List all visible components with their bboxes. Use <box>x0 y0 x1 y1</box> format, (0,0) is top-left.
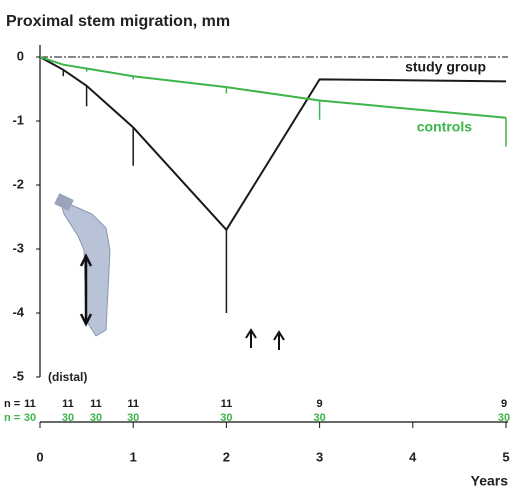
y-tick-label: -4 <box>12 304 24 319</box>
n-label: 11 <box>221 398 233 410</box>
n-label: 30 <box>498 412 510 424</box>
y-tick-label: -2 <box>12 176 24 191</box>
x-tick-label: 3 <box>316 449 323 464</box>
n-label: 30 <box>62 412 74 424</box>
n-prefix: n = <box>4 412 20 424</box>
x-axis-label: Years <box>471 473 509 489</box>
annotation: (distal) <box>48 370 87 384</box>
n-label: 30 <box>90 412 102 424</box>
chart: Proximal stem migration, mm Years (dista… <box>0 0 512 493</box>
series-line <box>40 57 506 230</box>
y-tick-label: -3 <box>12 240 24 255</box>
n-label: 11 <box>90 398 102 410</box>
implant-illustration <box>54 193 110 336</box>
y-tick-label: -1 <box>12 112 24 127</box>
n-label: 30 <box>313 412 325 424</box>
n-label: 30 <box>220 412 232 424</box>
legend-label: controls <box>417 119 472 135</box>
chart-title: Proximal stem migration, mm <box>6 13 230 30</box>
n-label: 11 <box>62 398 74 410</box>
y-tick-label: -5 <box>12 368 24 383</box>
x-tick-label: 0 <box>36 449 43 464</box>
n-label: 11 <box>24 398 36 410</box>
legend-label: study group <box>405 59 486 75</box>
y-tick-label: 0 <box>17 48 24 63</box>
x-tick-label: 1 <box>130 449 137 464</box>
n-label: 9 <box>501 398 507 410</box>
n-prefix: n = <box>4 398 20 410</box>
n-label: 9 <box>317 398 323 410</box>
n-label: 30 <box>24 412 36 424</box>
x-tick-label: 4 <box>409 449 417 464</box>
n-label: 11 <box>127 398 139 410</box>
x-tick-label: 5 <box>502 449 509 464</box>
x-tick-label: 2 <box>223 449 230 464</box>
arrows <box>246 330 284 350</box>
n-label: 30 <box>127 412 139 424</box>
